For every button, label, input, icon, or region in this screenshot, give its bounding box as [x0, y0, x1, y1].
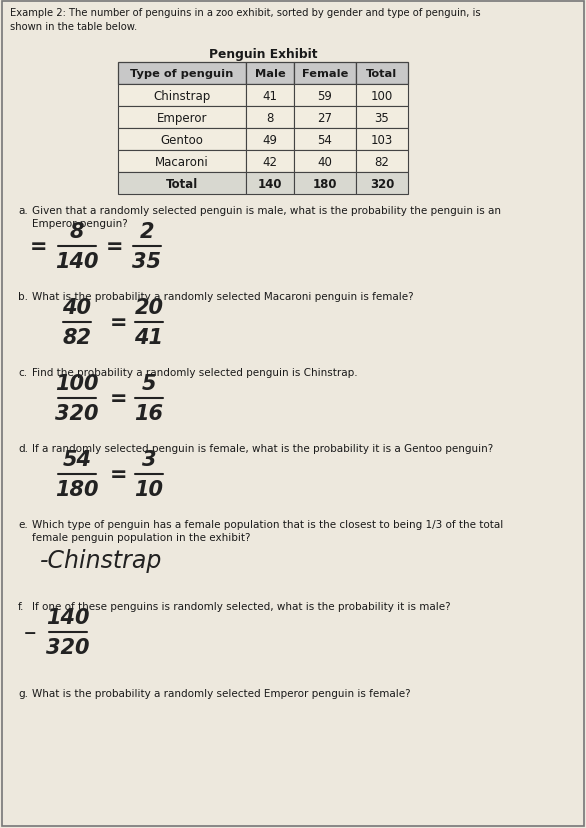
Text: Total: Total	[166, 177, 198, 190]
Bar	[246, 85, 294, 107]
Text: Example 2: The number of penguins in a zoo exhibit, sorted by gender and type of: Example 2: The number of penguins in a z…	[10, 8, 481, 32]
Bar	[294, 151, 356, 173]
Text: 140: 140	[55, 251, 99, 272]
Text: 8: 8	[266, 111, 274, 124]
Bar	[294, 107, 356, 129]
Text: 40: 40	[63, 298, 91, 318]
Text: 54: 54	[63, 450, 91, 470]
Text: 100: 100	[55, 374, 99, 394]
Text: Gentoo: Gentoo	[161, 133, 203, 147]
Bar	[294, 63, 356, 85]
Text: =: =	[106, 237, 124, 257]
Text: 41: 41	[135, 327, 163, 347]
Bar	[246, 173, 294, 195]
Text: 54: 54	[318, 133, 332, 147]
Text: 10: 10	[135, 479, 163, 499]
Text: 35: 35	[374, 111, 389, 124]
Text: If one of these penguins is randomly selected, what is the probability it is mal: If one of these penguins is randomly sel…	[32, 601, 451, 611]
Text: 180: 180	[313, 177, 338, 190]
Text: –: –	[23, 620, 36, 644]
Text: Macaroni: Macaroni	[155, 156, 209, 168]
Text: 42: 42	[263, 156, 278, 168]
Text: What is the probability a randomly selected Macaroni penguin is female?: What is the probability a randomly selec…	[32, 291, 414, 301]
Text: 320: 320	[55, 403, 99, 423]
Text: 40: 40	[318, 156, 332, 168]
Bar	[294, 129, 356, 151]
Text: e.: e.	[18, 519, 28, 529]
Text: Emperor: Emperor	[156, 111, 207, 124]
Text: =: =	[29, 237, 47, 257]
Text: Which type of penguin has a female population that is the closest to being 1/3 o: Which type of penguin has a female popul…	[32, 519, 503, 542]
Bar	[356, 173, 408, 195]
Text: d.: d.	[18, 444, 28, 454]
Text: =: =	[110, 313, 128, 333]
Text: 27: 27	[318, 111, 332, 124]
Text: 5: 5	[142, 374, 156, 394]
Bar	[118, 63, 246, 85]
Text: a.: a.	[18, 205, 28, 216]
Text: 2: 2	[139, 222, 154, 242]
Text: 41: 41	[263, 89, 278, 103]
Text: 140: 140	[258, 177, 282, 190]
Text: Penguin Exhibit: Penguin Exhibit	[209, 48, 317, 61]
Bar	[118, 129, 246, 151]
Bar	[294, 173, 356, 195]
Text: =: =	[110, 388, 128, 408]
Text: 35: 35	[132, 251, 162, 272]
Bar	[356, 63, 408, 85]
Bar	[246, 107, 294, 129]
Bar	[356, 107, 408, 129]
Text: 16: 16	[135, 403, 163, 423]
Text: 320: 320	[370, 177, 394, 190]
Text: g.: g.	[18, 688, 28, 698]
Text: 20: 20	[135, 298, 163, 318]
Text: Total: Total	[366, 69, 398, 79]
Text: If a randomly selected penguin is female, what is the probability it is a Gentoo: If a randomly selected penguin is female…	[32, 444, 493, 454]
Text: c.: c.	[18, 368, 27, 378]
Text: Male: Male	[255, 69, 285, 79]
Bar	[356, 129, 408, 151]
Text: 3: 3	[142, 450, 156, 470]
Text: f.: f.	[18, 601, 25, 611]
Bar	[246, 63, 294, 85]
Text: Given that a randomly selected penguin is male, what is the probability the peng: Given that a randomly selected penguin i…	[32, 205, 501, 229]
Text: 59: 59	[318, 89, 332, 103]
Bar	[294, 85, 356, 107]
Bar	[246, 129, 294, 151]
Text: 8: 8	[70, 222, 84, 242]
Bar	[118, 85, 246, 107]
Text: 103: 103	[371, 133, 393, 147]
Text: 180: 180	[55, 479, 99, 499]
Text: -Chinstrap: -Chinstrap	[40, 548, 162, 572]
Text: 82: 82	[374, 156, 390, 168]
Bar	[246, 151, 294, 173]
Bar	[118, 173, 246, 195]
Text: What is the probability a randomly selected Emperor penguin is female?: What is the probability a randomly selec…	[32, 688, 411, 698]
Text: 320: 320	[46, 637, 90, 657]
Text: =: =	[110, 465, 128, 484]
Text: b.: b.	[18, 291, 28, 301]
Text: Type of penguin: Type of penguin	[130, 69, 234, 79]
Bar	[356, 85, 408, 107]
Text: 82: 82	[63, 327, 91, 347]
Bar	[356, 151, 408, 173]
Bar	[118, 151, 246, 173]
Bar	[118, 107, 246, 129]
Text: Find the probability a randomly selected penguin is Chinstrap.: Find the probability a randomly selected…	[32, 368, 357, 378]
Text: 100: 100	[371, 89, 393, 103]
Text: 49: 49	[263, 133, 278, 147]
Text: Female: Female	[302, 69, 348, 79]
Text: 140: 140	[46, 608, 90, 628]
Text: Chinstrap: Chinstrap	[154, 89, 210, 103]
